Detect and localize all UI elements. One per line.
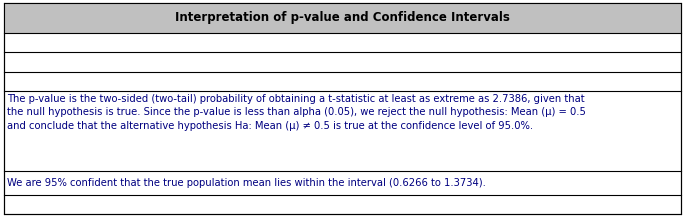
Text: The p-value is the two-sided (two-tail) probability of obtaining a t-statistic a: The p-value is the two-sided (two-tail) … [7, 94, 586, 131]
Text: We are 95% confident that the true population mean lies within the interval (0.6: We are 95% confident that the true popul… [7, 178, 486, 188]
Bar [4, 3, 681, 33]
Text: Interpretation of p-value and Confidence Intervals: Interpretation of p-value and Confidence… [175, 12, 510, 25]
